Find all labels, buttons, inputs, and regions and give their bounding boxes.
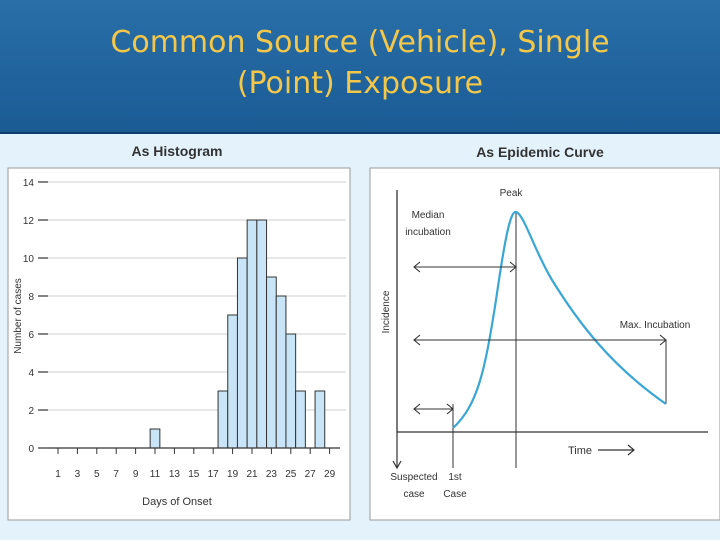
histogram-bar <box>275 295 287 449</box>
histogram-y-tick-label: 14 <box>23 178 35 189</box>
histogram-bar <box>227 314 238 449</box>
histogram-x-tick-label: 21 <box>246 469 258 480</box>
histogram-y-tick-label: 6 <box>28 330 34 341</box>
histogram-bar <box>246 219 258 449</box>
first-case-label-line-1: 1st <box>448 472 462 483</box>
histogram-bars <box>149 219 326 449</box>
histogram-x-tick-label: 29 <box>324 469 336 480</box>
slide-title-line-1: Common Source (Vehicle), Single <box>110 25 610 60</box>
histogram-x-tick-label: 11 <box>150 469 161 480</box>
slide-title: Common Source (Vehicle), Single (Point) … <box>0 22 720 104</box>
max-incubation-arrow <box>413 334 667 346</box>
suspected-case-label-line-1: Suspected <box>390 472 437 483</box>
histogram-y-axis-label: Number of cases <box>13 278 24 354</box>
epidemic-y-axis-label: Incidence <box>381 290 392 333</box>
histogram-y-tick-label: 0 <box>28 444 34 455</box>
histogram-y-tick-label: 4 <box>28 368 34 379</box>
histogram-x-tick-label: 23 <box>266 469 278 480</box>
histogram-bar <box>256 219 268 449</box>
first-case-arrow <box>413 403 454 415</box>
suspected-case-label-line-2: case <box>403 489 425 500</box>
epidemic-title: As Epidemic Curve <box>476 144 604 160</box>
histogram-x-tick-label: 5 <box>94 469 100 480</box>
histogram-x-tick-label: 25 <box>285 469 297 480</box>
histogram-y-tick-label: 8 <box>28 292 34 303</box>
suspected-case-arrow-head <box>392 460 402 470</box>
histogram-x-tick-label: 7 <box>113 469 119 480</box>
histogram-bar <box>217 390 229 449</box>
histogram-bar <box>314 390 326 449</box>
first-case-label-line-2: Case <box>443 489 467 500</box>
histogram-x-tick-label: 27 <box>305 469 317 480</box>
histogram-x-tick-label: 15 <box>188 469 200 480</box>
median-incubation-arrow <box>413 261 517 273</box>
histogram-bar <box>285 333 297 449</box>
histogram-x-tick-label: 13 <box>169 469 181 480</box>
histogram-frame <box>7 167 351 521</box>
histogram-bar <box>149 428 161 449</box>
histogram-bar <box>266 276 277 449</box>
histogram-x-tick-label: 3 <box>75 469 81 480</box>
histogram-x-tick-label: 19 <box>227 469 239 480</box>
histogram-x-tick-label: 9 <box>133 469 139 480</box>
histogram-bar <box>295 390 306 449</box>
histogram-x-tick-label: 1 <box>55 469 61 480</box>
max-incubation-label: Max. Incubation <box>620 320 691 331</box>
epidemic-x-axis-label: Time <box>568 445 592 457</box>
histogram-title: As Histogram <box>131 143 222 159</box>
epidemic-curve-chart: As Epidemic Curve Incidence Time <box>369 144 720 521</box>
histogram-x-ticks: 1 3 5 7 9 11 13 15 17 19 21 23 25 27 29 <box>55 448 336 480</box>
peak-label: Peak <box>500 188 524 199</box>
histogram-y-ticks: 0 2 4 6 8 10 12 14 <box>23 178 48 455</box>
epidemic-curve-line <box>452 210 667 429</box>
time-arrow-head <box>627 444 635 456</box>
histogram-y-tick-label: 12 <box>23 216 35 227</box>
histogram-x-axis-label: Days of Onset <box>142 496 212 508</box>
histogram-bar <box>236 257 248 449</box>
slide-title-line-2: (Point) Exposure <box>236 66 484 101</box>
median-incubation-label-line-1: Median <box>412 210 445 221</box>
slide-header: Common Source (Vehicle), Single (Point) … <box>0 0 720 134</box>
median-incubation-label-line-2: incubation <box>405 227 451 238</box>
histogram-y-tick-label: 2 <box>28 406 34 417</box>
histogram-chart: As Histogram Number of cases Days of Ons… <box>7 143 351 521</box>
histogram-x-tick-label: 17 <box>208 469 220 480</box>
histogram-y-tick-label: 10 <box>23 254 35 265</box>
